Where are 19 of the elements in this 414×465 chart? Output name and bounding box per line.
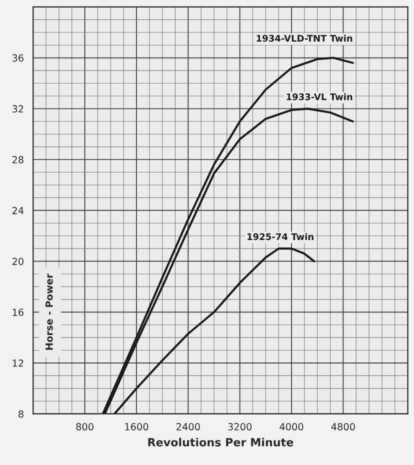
y-tick-label: 32 [12,105,24,113]
y-tick-label: 36 [12,54,24,62]
text: 1934-VLD-TNT Twin [256,34,352,42]
y-tick-label: 8 [18,410,24,418]
series-label: 1933-VL Twin [286,93,352,100]
series-label: 1925-74 Twin [248,233,314,240]
y-axis-title: Horse - Power [46,274,53,350]
x-tick-label: 800 [76,423,94,430]
x-axis-title: Revolutions Per Minute [148,438,294,446]
x-tick-label: 4000 [280,423,304,430]
x-tick-label: 3200 [228,423,252,430]
y-tick-label: 20 [12,258,24,266]
y-tick-label: 16 [12,308,24,316]
x-tick-label: 2400 [176,423,200,430]
y-tick-label: 24 [12,206,24,214]
x-tick-label: 4800 [331,423,355,430]
x-tick-label: 1600 [125,423,148,430]
y-tick-label: 12 [12,359,24,367]
y-tick-label: 28 [12,156,24,164]
